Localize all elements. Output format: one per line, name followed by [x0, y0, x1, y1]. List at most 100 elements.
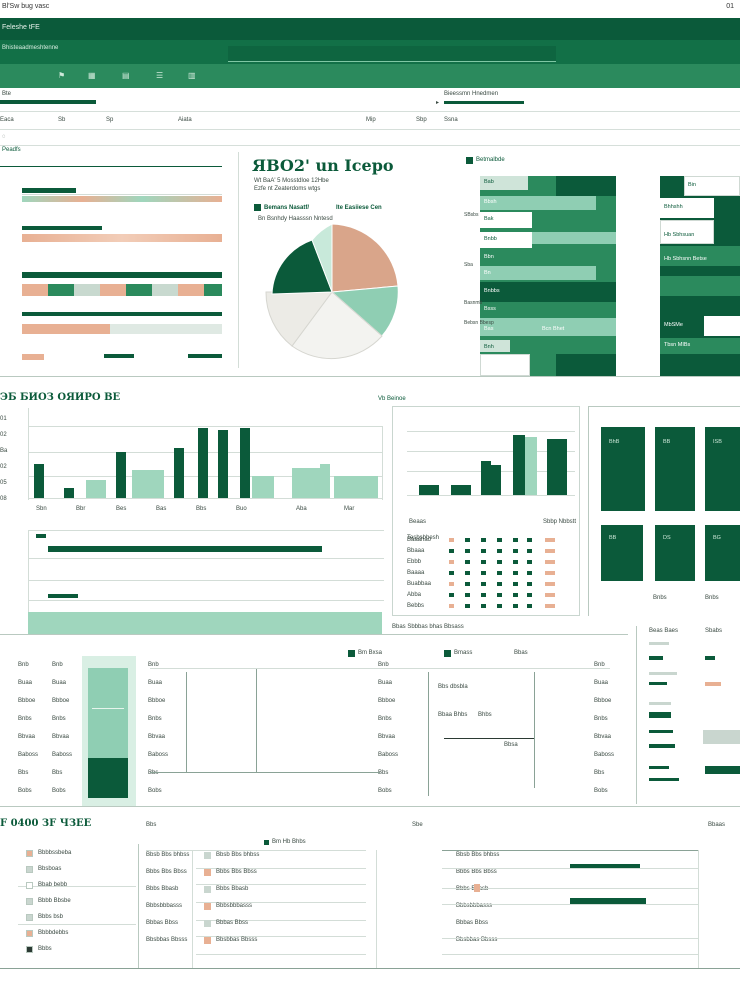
tile-caption: Bnbs [653, 595, 667, 601]
tile-label: ISB [713, 439, 722, 445]
tile-label: BG [713, 535, 721, 541]
toolbar-item[interactable]: Eaca [0, 117, 14, 123]
y-tick: Ba [0, 448, 8, 454]
window-title: Bl'Sw bug vasc [2, 3, 50, 10]
list-item[interactable]: Bbsboas [38, 866, 62, 872]
dot-cell [449, 538, 454, 542]
mini-legend: Sbbp Nbbstt [543, 519, 577, 525]
dot-cell [465, 582, 470, 586]
matrix-note: Bcn Bhet [542, 326, 565, 332]
table-row[interactable]: Bbbs Bbasb [146, 886, 179, 892]
dot-cell [527, 549, 532, 553]
dot-cell [481, 604, 486, 608]
matrix-row[interactable]: Bbsh [484, 199, 497, 205]
table-row[interactable]: Bbbsbbbasss [456, 903, 493, 909]
dot-cell [527, 538, 532, 542]
search-input[interactable] [228, 46, 556, 62]
y-tick: 08 [0, 496, 7, 502]
table-row[interactable]: Bbbs Bbasb [216, 886, 249, 892]
toolbar-item[interactable]: Sb [58, 117, 66, 123]
x-tick: Bbs [196, 506, 207, 512]
table-row[interactable]: Bbsb Bbs bhbss [146, 852, 190, 858]
table-row[interactable]: Bbbs Bbs Bbss [146, 869, 187, 875]
toolbar-item[interactable]: Mip [366, 117, 376, 123]
annotation: Bhbs [478, 712, 492, 718]
caret-icon[interactable]: ▸ [436, 100, 440, 106]
side-row[interactable]: Bhhshh [664, 204, 683, 210]
section4-tab[interactable]: Bbs [146, 822, 157, 828]
filter-bar: Bte ▸ Bieessmn Hnedmen [0, 90, 740, 112]
list-icon[interactable]: ☰ [156, 71, 164, 80]
matrix-row[interactable]: Bn [484, 270, 491, 276]
timeline-row-label: Buaa [378, 680, 393, 686]
chart-icon[interactable]: ▦ [88, 71, 96, 80]
pie-slice-mint [311, 223, 333, 293]
matrix-row[interactable]: Bbn [484, 254, 494, 260]
dot-row-label: Buabbaa [407, 581, 432, 587]
side-row[interactable]: Hb Sbhsnn Betse [664, 256, 707, 262]
row-swatch [204, 852, 211, 859]
row-swatch [204, 903, 211, 910]
table-row[interactable]: Bbsbbas Bbsss [456, 937, 498, 943]
x-tick: Mar [344, 506, 355, 512]
table-row[interactable]: Bbbs Bbs Bbss [216, 869, 257, 875]
table-row[interactable]: Bbbas Bbss [146, 920, 179, 926]
side-row[interactable]: MbSMe [664, 322, 683, 328]
side-row[interactable]: Bin [688, 182, 696, 188]
list-item[interactable]: Bbbbdebbs [38, 930, 69, 936]
annotation: Bbs dbsbla [438, 684, 468, 690]
list-item[interactable]: Bbbbssbeba [38, 850, 72, 856]
grid-icon[interactable]: ▤ [122, 71, 130, 80]
timeline-row-label: Buaa [18, 680, 33, 686]
table-row[interactable]: Bbsbbas Bbsss [146, 937, 188, 943]
matrix-row[interactable]: Bak [484, 216, 494, 222]
timeline-row-label: Bnbs [18, 716, 32, 722]
list-item[interactable]: Bbbb Bbsbe [38, 898, 71, 904]
section4-tab[interactable]: Sbe [412, 822, 423, 828]
matrix-row[interactable]: Bsss [484, 306, 496, 312]
right-list-panel: Beas Baes Sbabs [636, 626, 740, 804]
table-row[interactable]: Bbbsbbbasss [216, 903, 253, 909]
row-swatch [204, 937, 211, 944]
table-row[interactable]: Bbsb Bbs bhbss [456, 852, 500, 858]
pie-slice-peach [331, 223, 399, 293]
gantt-panel [0, 530, 386, 634]
dot-row-label: Ebbb [407, 559, 422, 565]
dot-cell [513, 538, 518, 542]
matrix-row[interactable]: Bnh [484, 344, 494, 350]
pie-panel: ЯBO2' un Icepo Wt BaA' 5 Mosstdloe 12Hbe… [244, 150, 440, 375]
timeline-row-label: Buaa [148, 680, 163, 686]
section4-tab[interactable]: Bbaas [708, 822, 726, 828]
side-row[interactable]: Tbsn MIBs [664, 342, 691, 348]
table-icon[interactable]: ▥ [188, 71, 196, 80]
table-row[interactable]: Bbbs Bbs Bbss [456, 869, 497, 875]
list-item[interactable]: Bbbs bsb [38, 914, 64, 920]
table-row[interactable]: Bbsb Bbs bhbss [216, 852, 260, 858]
info-icon[interactable]: ◌ [2, 134, 6, 140]
dot-cell [545, 549, 555, 553]
matrix-row[interactable]: Bab [484, 179, 494, 185]
toolbar-item[interactable]: Sbp [416, 117, 427, 123]
matrix-row[interactable]: Bas [484, 326, 494, 332]
flag-icon[interactable]: ⚑ [58, 71, 66, 80]
dot-row-label: Bbaaa [407, 548, 425, 554]
table-row[interactable]: Bbbas Bbss [216, 920, 249, 926]
dot-cell [497, 571, 502, 575]
toolbar-item[interactable]: Sp [106, 117, 114, 123]
table-row[interactable]: Bbbs Bbasb [456, 886, 489, 892]
side-row[interactable]: Hb Sbhsuan [664, 232, 695, 238]
column-chart[interactable]: 01 02 Ba 02 05 08 Sbn Bbr Bes Bas Bbs Bu… [0, 408, 388, 520]
table-row[interactable]: Bbbas Bbss [456, 920, 489, 926]
matrix-row[interactable]: Bnbbs [484, 288, 500, 294]
dot-cell [465, 593, 470, 597]
table-row[interactable]: Bbbsbbbasss [146, 903, 183, 909]
dot-cell [527, 593, 532, 597]
toolbar-item[interactable]: Aiata [178, 117, 192, 123]
table-row[interactable]: Bbsbbas Bbsss [216, 937, 258, 943]
toolbar-item[interactable]: Ssna [444, 117, 458, 123]
list-item[interactable]: Bbbs [38, 946, 52, 952]
matrix-row[interactable]: Bnbb [484, 236, 497, 242]
timeline-row-label: Baboss [148, 752, 169, 758]
list-item[interactable]: Bbab bebb [38, 882, 68, 888]
pie-chart[interactable] [264, 220, 404, 360]
